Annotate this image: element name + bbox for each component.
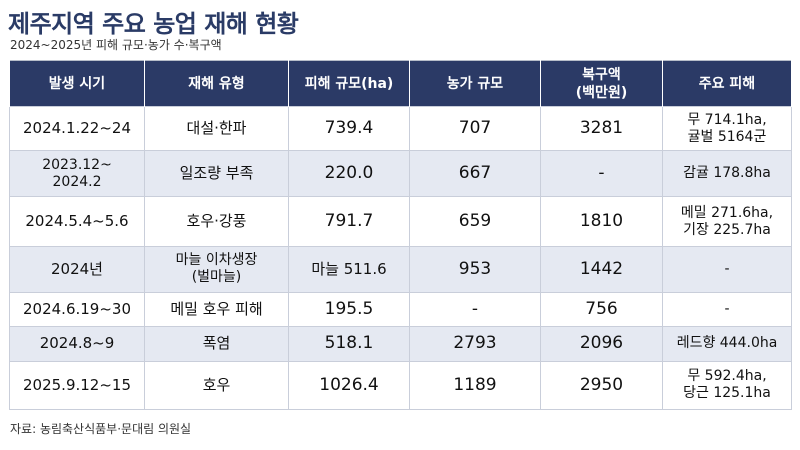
cell-type: 대설·한파 (144, 105, 289, 152)
cell-farms: 1189 (409, 360, 541, 411)
cell-farms: 953 (409, 245, 541, 293)
header-recovery-cost: 복구액 (백만원) (540, 60, 663, 107)
cell-type: 호우·강풍 (144, 196, 289, 247)
cell-type: 호우 (144, 360, 289, 411)
cell-main-damage: 레드향 444.0ha (662, 325, 792, 362)
table-header-row: 발생 시기 재해 유형 피해 규모(ha) 농가 규모 복구액 (백만원) 주요 … (9, 60, 792, 107)
cell-main-damage: - (662, 291, 792, 327)
cell-main-damage: 무 714.1ha, 귤벌 5164군 (662, 105, 792, 152)
cell-area: 791.7 (288, 196, 410, 247)
cell-type: 일조량 부족 (144, 150, 289, 198)
cell-recovery-cost: 2096 (540, 325, 663, 362)
header-main-damage: 주요 피해 (662, 60, 792, 107)
cell-recovery-cost: 2950 (540, 360, 663, 411)
cell-farms: 659 (409, 196, 541, 247)
cell-area: 1026.4 (288, 360, 410, 411)
cell-main-damage: 무 592.4ha, 당근 125.1ha (662, 360, 792, 411)
cell-date: 2024.5.4~5.6 (9, 196, 145, 247)
cell-area: 220.0 (288, 150, 410, 198)
cell-date: 2025.9.12~15 (9, 360, 145, 411)
page-title: 제주지역 주요 농업 재해 현황 (8, 10, 299, 38)
cell-recovery-cost: - (540, 150, 663, 198)
cell-recovery-cost: 1810 (540, 196, 663, 247)
header-farms: 농가 규모 (409, 60, 541, 107)
cell-recovery-cost: 1442 (540, 245, 663, 293)
cell-date: 2023.12~ 2024.2 (9, 150, 145, 198)
disaster-table: 발생 시기 재해 유형 피해 규모(ha) 농가 규모 복구액 (백만원) 주요 … (9, 60, 792, 411)
cell-main-damage: 메밀 271.6ha, 기장 225.7ha (662, 196, 792, 247)
cell-farms: - (409, 291, 541, 327)
cell-recovery-cost: 756 (540, 291, 663, 327)
page-subtitle: 2024~2025년 피해 규모·농가 수·복구액 (10, 38, 222, 52)
cell-type: 마늘 이차생장 (벌마늘) (144, 245, 289, 293)
header-area: 피해 규모(ha) (288, 60, 410, 107)
cell-recovery-cost: 3281 (540, 105, 663, 152)
table-row: 2024.8~9 폭염 518.1 2793 2096 레드향 444.0ha (9, 325, 792, 362)
cell-date: 2024.8~9 (9, 325, 145, 362)
table-row: 2025.9.12~15 호우 1026.4 1189 2950 무 592.4… (9, 360, 792, 411)
cell-date: 2024.6.19~30 (9, 291, 145, 327)
cell-farms: 707 (409, 105, 541, 152)
cell-main-damage: - (662, 245, 792, 293)
cell-area: 195.5 (288, 291, 410, 327)
table-row: 2024.6.19~30 메밀 호우 피해 195.5 - 756 - (9, 291, 792, 327)
cell-date: 2024년 (9, 245, 145, 293)
header-date: 발생 시기 (9, 60, 145, 107)
cell-date: 2024.1.22~24 (9, 105, 145, 152)
cell-main-damage: 감귤 178.8ha (662, 150, 792, 198)
cell-type: 폭염 (144, 325, 289, 362)
cell-farms: 667 (409, 150, 541, 198)
cell-area: 마늘 511.6 (288, 245, 410, 293)
table-row: 2023.12~ 2024.2 일조량 부족 220.0 667 - 감귤 178… (9, 150, 792, 198)
source-note: 자료: 농림축산식품부·문대림 의원실 (10, 422, 192, 436)
cell-area: 739.4 (288, 105, 410, 152)
header-type: 재해 유형 (144, 60, 289, 107)
table-row: 2024년 마늘 이차생장 (벌마늘) 마늘 511.6 953 1442 - (9, 245, 792, 293)
cell-farms: 2793 (409, 325, 541, 362)
table-row: 2024.1.22~24 대설·한파 739.4 707 3281 무 714.… (9, 105, 792, 152)
cell-type: 메밀 호우 피해 (144, 291, 289, 327)
table-row: 2024.5.4~5.6 호우·강풍 791.7 659 1810 메밀 271… (9, 196, 792, 247)
cell-area: 518.1 (288, 325, 410, 362)
